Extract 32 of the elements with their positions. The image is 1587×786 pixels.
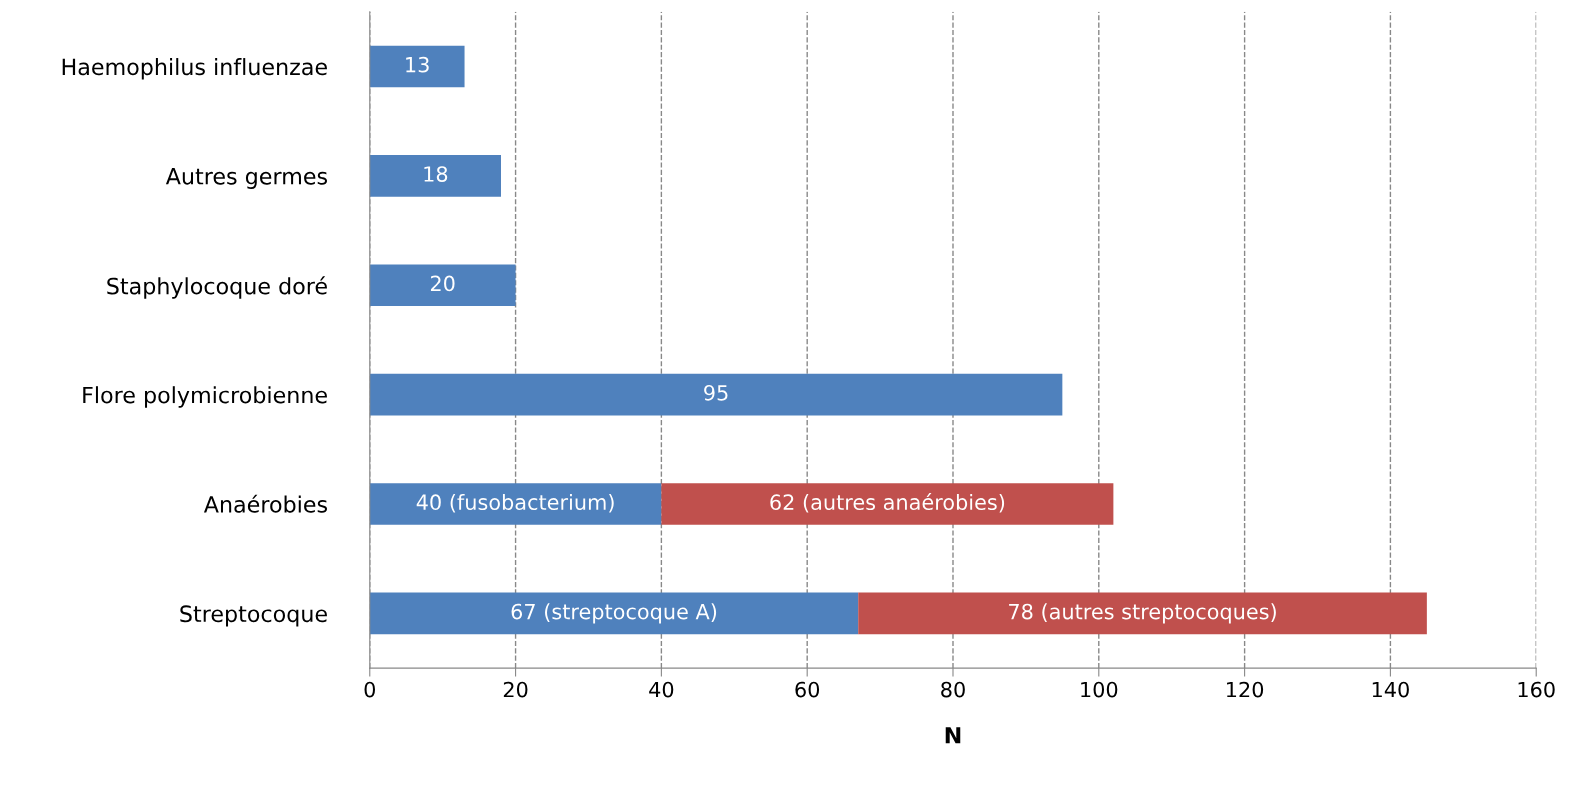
bar: [369, 264, 516, 307]
x-tick-label: 160: [1518, 681, 1555, 698]
bar: [369, 45, 465, 88]
data-label: 13: [406, 56, 429, 73]
x-tick-label: 20: [503, 681, 528, 698]
x-tick-label: 80: [941, 681, 965, 698]
y-tick-label: Streptocoque: [180, 605, 327, 627]
y-tick-label: Staphylocoque doré: [107, 276, 327, 299]
x-tick-label: 60: [795, 681, 820, 698]
data-label: 62 (autres anaérobies): [770, 493, 1005, 513]
data-label: 20: [430, 275, 455, 292]
x-tick-label: 40: [649, 681, 674, 698]
data-label: 78 (autres streptocoques): [1009, 603, 1276, 624]
x-axis-title: N: [945, 727, 961, 744]
y-tick-label: Flore polymicrobienne: [83, 386, 327, 408]
bar: [369, 155, 501, 197]
data-label: 18: [424, 166, 448, 182]
bar: [858, 592, 1427, 635]
bar: [369, 483, 662, 525]
x-tick-label: 120: [1227, 681, 1264, 698]
y-tick-label: Haemophilus influenzae: [62, 58, 327, 80]
x-tick-label: 140: [1372, 681, 1409, 698]
data-label: 95: [704, 384, 728, 401]
bar: [369, 373, 1063, 416]
data-label: 67 (streptocoque A): [511, 603, 717, 624]
y-tick-label: Anaérobies: [203, 494, 328, 513]
x-tick-label: 0: [364, 681, 376, 698]
bar: [661, 483, 1114, 525]
y-tick-label: Autres germes: [165, 168, 328, 189]
data-label: 40 (fusobacterium): [416, 493, 614, 513]
bar: [369, 592, 859, 635]
x-tick-label: 100: [1081, 681, 1118, 698]
